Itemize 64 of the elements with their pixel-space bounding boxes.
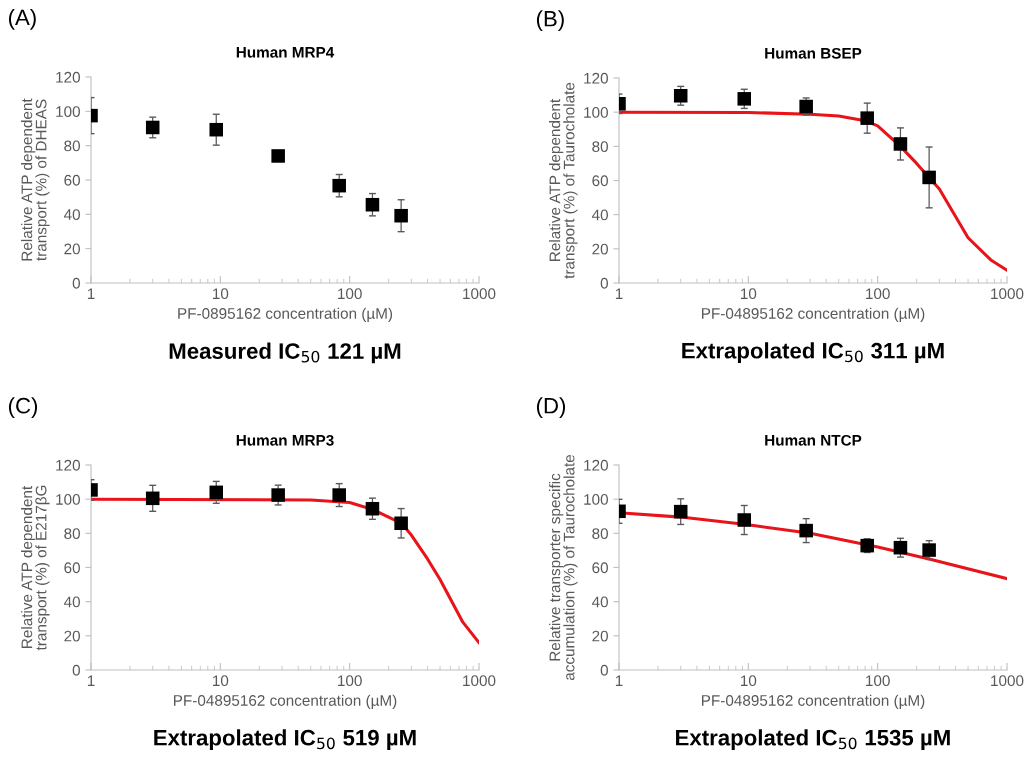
x-tick-label: 1 (615, 675, 623, 686)
text: (C) (8, 397, 38, 418)
y-tick-label: 120 (584, 72, 608, 84)
y-tick-label: 0 (600, 664, 608, 676)
x-tick-label: 100 (866, 675, 890, 687)
y-tick-label: 80 (592, 528, 608, 540)
y-tick-label: 60 (592, 562, 608, 574)
x-tick-label: 1 (615, 288, 623, 299)
x-tick-label: 1 (87, 288, 95, 299)
y-tick-label: 100 (584, 494, 608, 505)
y-tick-label: 100 (56, 494, 80, 505)
text: Measured IC$_{50}$ 121 µM (169, 342, 401, 364)
y-tick-label: 20 (64, 243, 80, 255)
chart-title: Human BSEP (765, 47, 862, 59)
y-axis-title: Relative ATP dependent transport (%) of DHEAS (21, 98, 50, 261)
y-tick-label: 0 (72, 664, 80, 676)
y-axis-title: Relative ATP dependent transport (%) of Taurocholate (549, 82, 578, 279)
x-tick-label: 1 (87, 675, 95, 686)
y-tick-label: 40 (63, 209, 80, 221)
y-tick-label: 120 (584, 459, 608, 471)
y-tick-label: 60 (64, 174, 80, 186)
x-tick-label: 100 (338, 675, 362, 687)
x-tick-label: 10 (213, 675, 229, 687)
y-tick-label: 120 (56, 71, 80, 83)
y-tick-label: 60 (592, 175, 608, 187)
chart-title: Human MRP3 (236, 434, 334, 446)
x-tick-label: 1000 (463, 288, 496, 300)
y-tick-label: 0 (72, 277, 80, 289)
x-tick-label: 10 (213, 288, 229, 300)
y-tick-label: 20 (64, 630, 80, 642)
text: Extrapolated IC$_{50}$ 1535 µM (676, 729, 950, 750)
x-tick-label: 1000 (991, 288, 1024, 300)
y-tick-label: 20 (592, 243, 608, 255)
text: (D) (536, 397, 566, 418)
y-tick-label: 80 (592, 141, 608, 153)
text: (A) (8, 8, 36, 30)
y-tick-label: 100 (56, 106, 80, 118)
y-tick-label: 80 (64, 528, 80, 540)
chart-title: Human NTCP (765, 434, 862, 446)
x-tick-label: 100 (338, 288, 362, 300)
x-tick-label: 100 (866, 288, 890, 300)
x-tick-label: 10 (741, 675, 757, 687)
text: Extrapolated IC$_{50}$ 519 µM (154, 729, 416, 750)
x-axis-title: PF-0895162 concentration (µM) (178, 307, 393, 322)
x-tick-label: 10 (741, 288, 757, 300)
y-tick-label: 80 (64, 140, 80, 152)
x-axis-title: PF-04895162 concentration (µM) (702, 694, 925, 709)
y-axis-title: Relative ATP dependent transport (%) of E217βG (21, 485, 50, 651)
x-tick-label: 1000 (463, 675, 496, 687)
y-tick-label: 40 (63, 596, 80, 608)
x-tick-label: 1000 (991, 675, 1024, 687)
y-tick-label: 40 (591, 596, 608, 608)
y-tick-label: 120 (56, 459, 80, 471)
chart-title: Human MRP4 (236, 47, 335, 58)
y-tick-label: 0 (600, 277, 608, 289)
x-axis-title: PF-04895162 concentration (µM) (702, 307, 925, 322)
y-tick-label: 20 (592, 630, 608, 642)
y-tick-label: 60 (64, 562, 80, 574)
text: (B) (536, 10, 564, 31)
y-tick-label: 100 (584, 107, 608, 118)
text: Extrapolated IC$_{50}$ 311 µM (682, 342, 944, 363)
y-axis-title: Relative transporter specific accumulation (%) of Taurocholate (549, 454, 578, 681)
x-axis-title: PF-04895162 concentration (µM) (174, 694, 397, 709)
y-tick-label: 40 (591, 209, 608, 221)
